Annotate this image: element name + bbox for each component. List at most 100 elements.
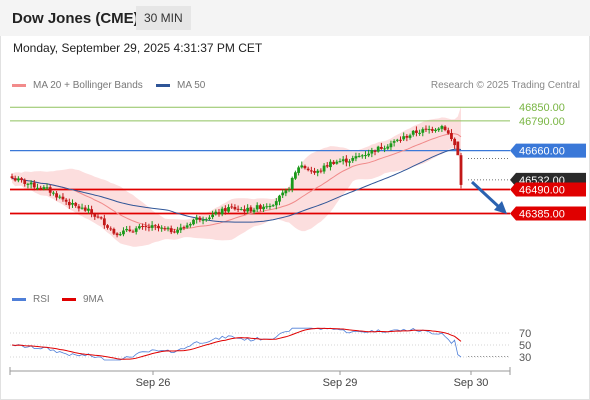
candle-body <box>249 207 253 212</box>
candle-body <box>405 135 409 138</box>
candle-body <box>268 205 272 207</box>
bollinger-band <box>12 106 461 247</box>
x-tick-label-2: Sep 30 <box>454 377 489 389</box>
candle-body <box>373 150 377 152</box>
candle-body <box>166 227 170 229</box>
candle-body <box>227 207 230 212</box>
legend-swatch-9ma <box>62 298 76 301</box>
candle-body <box>243 209 246 212</box>
candle-body <box>16 178 20 181</box>
legend-swatch-ma20 <box>12 84 26 87</box>
candle-body <box>274 201 278 206</box>
candle-body <box>278 195 281 202</box>
candle-body <box>351 158 355 161</box>
candle-body <box>109 228 113 230</box>
candle-body <box>376 146 380 152</box>
rsi-tick-30: 30 <box>519 352 531 364</box>
candle-body <box>357 155 361 157</box>
legend-label-9ma: 9MA <box>83 294 104 305</box>
candle-body <box>300 165 304 168</box>
ma50-line <box>11 148 462 223</box>
candle-body <box>255 205 259 210</box>
candle-body <box>128 229 132 232</box>
candle-body <box>118 234 122 236</box>
candle-body <box>67 202 71 206</box>
candle-body <box>360 155 364 157</box>
candle-body <box>443 126 447 131</box>
candle-body <box>392 141 396 143</box>
candle-body <box>23 179 27 184</box>
candle-body <box>379 146 383 149</box>
projection-arrow-shaft <box>470 180 501 209</box>
candle-body <box>83 207 87 211</box>
rsi-tick-50: 50 <box>519 340 531 352</box>
candle-body <box>185 225 189 228</box>
candle-body <box>169 228 173 233</box>
legend-label-ma20: MA 20 + Bollinger Bands <box>33 80 143 91</box>
candle-body <box>437 128 441 131</box>
candle-body <box>90 209 94 214</box>
legend-label-rsi: RSI <box>33 294 50 305</box>
candle-body <box>453 138 457 146</box>
candle-body <box>262 206 265 210</box>
candle-body <box>434 129 437 132</box>
candle-body <box>456 141 460 156</box>
candle-body <box>459 155 463 185</box>
rsi-9ma-line <box>11 327 462 360</box>
candle-body <box>106 225 109 228</box>
candle-body <box>220 208 224 215</box>
candle-body <box>389 143 393 148</box>
x-tick-label-0: Sep 26 <box>136 377 171 389</box>
level-label-text: 46385.00 <box>519 209 565 221</box>
candle-body <box>150 225 154 228</box>
candle-body <box>223 208 227 212</box>
candle-body <box>211 214 215 218</box>
candle-body <box>188 224 192 226</box>
candle-body <box>258 205 262 209</box>
candle-body <box>281 192 285 196</box>
legend-rsi: RSI <box>12 294 50 305</box>
candle-body <box>246 207 250 212</box>
level-label-46850.00: 46850.00 <box>519 102 565 114</box>
candle-body <box>341 159 345 162</box>
candle-body <box>303 166 307 169</box>
candle-body <box>147 226 151 228</box>
copyright-text: Research © 2025 Trading Central <box>430 80 580 91</box>
candle-body <box>112 228 116 234</box>
candle-body <box>39 187 43 189</box>
candle-body <box>176 229 179 233</box>
candle-body <box>36 187 39 189</box>
x-tick-label-1: Sep 29 <box>323 377 358 389</box>
legend-swatch-rsi <box>12 298 26 301</box>
candle-body <box>96 216 100 218</box>
candle-body <box>141 226 144 228</box>
level-label-bg <box>510 182 586 197</box>
candle-body <box>354 156 358 159</box>
legend-ma50: MA 50 <box>156 80 205 91</box>
candle-body <box>51 192 55 194</box>
candle-body <box>329 161 332 168</box>
header-bar: Dow Jones (CME) 30 MIN <box>0 0 590 36</box>
candle-body <box>208 217 211 219</box>
candle-body <box>45 187 49 189</box>
candle-body <box>233 206 237 210</box>
candle-body <box>386 146 390 149</box>
candle-body <box>74 202 78 206</box>
candle-body <box>290 177 294 190</box>
candle-body <box>26 183 30 185</box>
candle-body <box>192 219 195 225</box>
candle-body <box>427 129 431 131</box>
candle-body <box>348 161 351 163</box>
candle-body <box>309 170 313 172</box>
interval-button[interactable]: 30 MIN <box>136 6 191 30</box>
candle-body <box>450 133 453 140</box>
level-label-46660.00: 46660.00 <box>510 143 586 158</box>
candle-body <box>29 182 33 185</box>
candle-body <box>332 161 336 165</box>
candle-body <box>367 153 371 156</box>
candle-body <box>179 227 183 231</box>
candle-body <box>370 150 374 154</box>
candle-body <box>77 206 81 209</box>
candle-body <box>440 126 444 129</box>
candle-body <box>42 187 46 190</box>
